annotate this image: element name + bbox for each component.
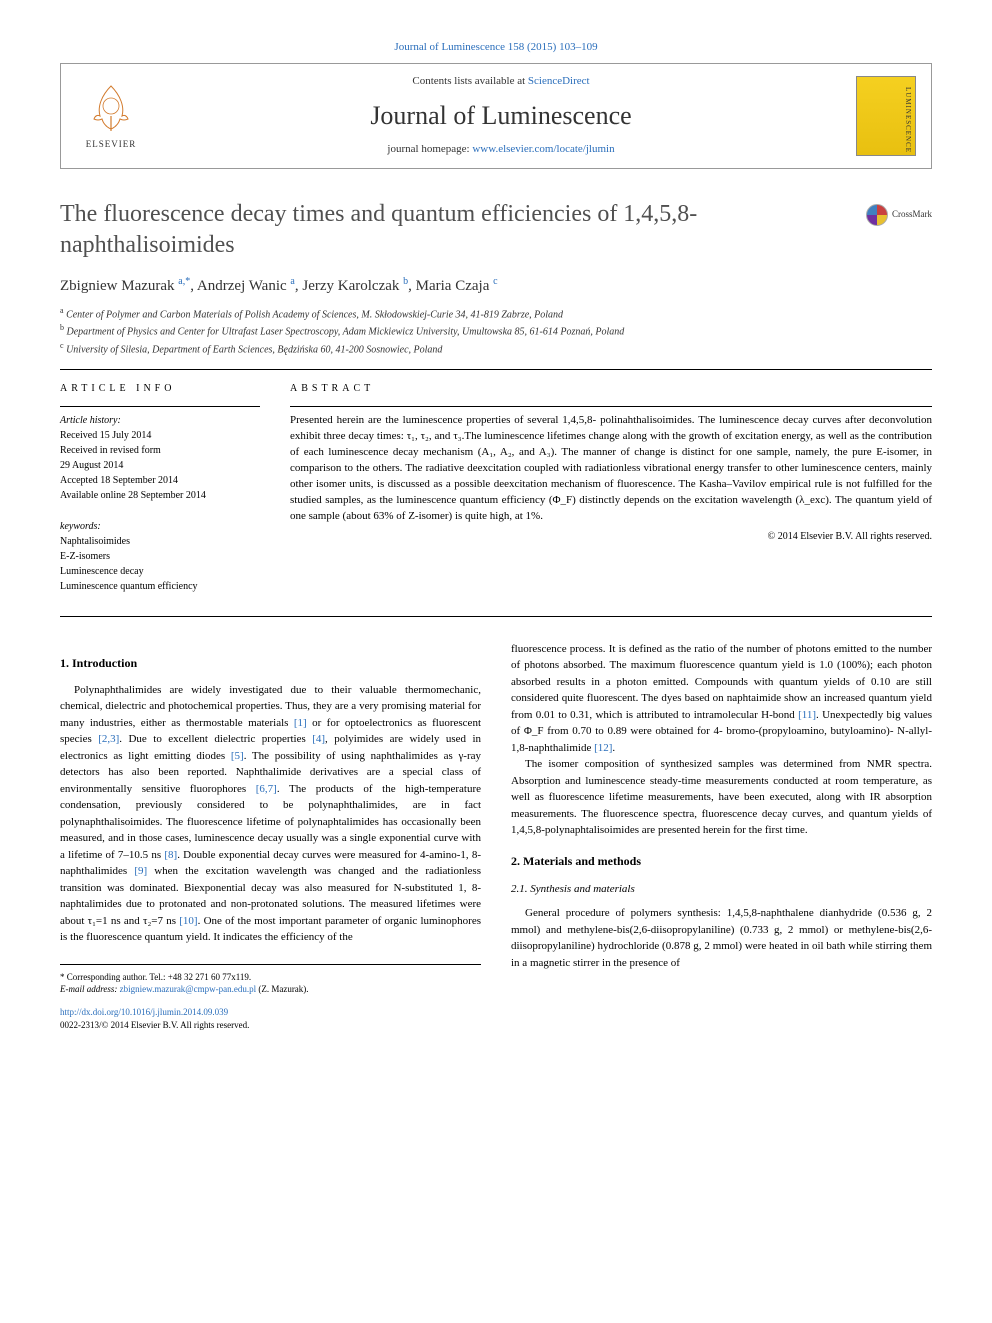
- abstract-text: Presented herein are the luminescence pr…: [290, 406, 932, 525]
- divider: [60, 369, 932, 370]
- crossmark-badge[interactable]: CrossMark: [866, 204, 932, 226]
- affiliations: a Center of Polymer and Carbon Materials…: [60, 305, 932, 357]
- journal-cover-thumbnail[interactable]: LUMINESCENCE: [856, 76, 916, 156]
- article-info-column: ARTICLE INFO Article history: Received 1…: [60, 382, 260, 604]
- article-info-heading: ARTICLE INFO: [60, 382, 260, 396]
- article-history: Article history: Received 15 July 2014Re…: [60, 406, 260, 503]
- right-column: fluorescence process. It is defined as t…: [511, 641, 932, 1031]
- homepage-link[interactable]: www.elsevier.com/locate/jlumin: [472, 143, 614, 155]
- intro-paragraph: Polynaphthalimides are widely investigat…: [60, 682, 481, 946]
- journal-homepage: journal homepage: www.elsevier.com/locat…: [146, 142, 856, 157]
- left-column: 1. Introduction Polynaphthalimides are w…: [60, 641, 481, 1031]
- section-2-heading: 2. Materials and methods: [511, 853, 932, 870]
- sciencedirect-link[interactable]: ScienceDirect: [528, 75, 590, 87]
- issn-copyright: 0022-2313/© 2014 Elsevier B.V. All right…: [60, 1019, 481, 1032]
- synthesis-paragraph: General procedure of polymers synthesis:…: [511, 905, 932, 971]
- elsevier-label: ELSEVIER: [86, 138, 137, 151]
- contents-available: Contents lists available at ScienceDirec…: [146, 74, 856, 89]
- cover-title: LUMINESCENCE: [900, 87, 912, 145]
- section-2-1-heading: 2.1. Synthesis and materials: [511, 882, 932, 897]
- abstract-copyright: © 2014 Elsevier B.V. All rights reserved…: [290, 530, 932, 544]
- divider: [60, 616, 932, 617]
- col2-paragraphs: fluorescence process. It is defined as t…: [511, 641, 932, 839]
- elsevier-logo[interactable]: ELSEVIER: [76, 76, 146, 156]
- authors-line: Zbigniew Mazurak a,*, Andrzej Wanic a, J…: [60, 275, 932, 297]
- abstract-column: ABSTRACT Presented herein are the lumine…: [290, 382, 932, 604]
- article-title: The fluorescence decay times and quantum…: [60, 199, 866, 261]
- email-line: E-mail address: zbigniew.mazurak@cmpw-pa…: [60, 983, 481, 996]
- email-link[interactable]: zbigniew.mazurak@cmpw-pan.edu.pl: [120, 984, 256, 994]
- keywords-block: keywords: NaphtalisoimidesE-Z-isomersLum…: [60, 513, 260, 594]
- corr-author-line: * Corresponding author. Tel.: +48 32 271…: [60, 971, 481, 984]
- doi-block: http://dx.doi.org/10.1016/j.jlumin.2014.…: [60, 1006, 481, 1031]
- body-columns: 1. Introduction Polynaphthalimides are w…: [60, 641, 932, 1031]
- crossmark-label: CrossMark: [892, 208, 932, 221]
- crossmark-icon: [866, 204, 888, 226]
- journal-name: Journal of Luminescence: [146, 98, 856, 134]
- journal-header: ELSEVIER Contents lists available at Sci…: [60, 63, 932, 168]
- journal-citation[interactable]: Journal of Luminescence 158 (2015) 103–1…: [60, 40, 932, 55]
- elsevier-tree-icon: [86, 81, 136, 136]
- doi-link[interactable]: http://dx.doi.org/10.1016/j.jlumin.2014.…: [60, 1007, 228, 1017]
- section-1-heading: 1. Introduction: [60, 655, 481, 672]
- corresponding-author-footer: * Corresponding author. Tel.: +48 32 271…: [60, 964, 481, 996]
- abstract-heading: ABSTRACT: [290, 382, 932, 396]
